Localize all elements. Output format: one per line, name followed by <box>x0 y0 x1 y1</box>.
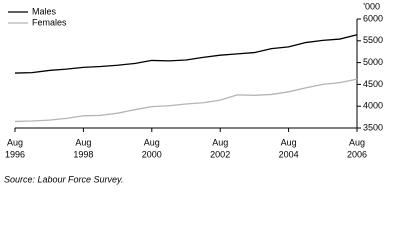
x-tick-label: Aug <box>144 137 160 147</box>
legend-label: Females <box>32 17 67 27</box>
x-tick-label: Aug <box>75 137 91 147</box>
x-tick-label: 1996 <box>5 149 25 159</box>
y-tick-label: 5000 <box>363 57 383 67</box>
source-note: Source: Labour Force Survey. <box>4 174 123 184</box>
x-tick-label: 2000 <box>142 149 162 159</box>
x-tick-label: 2004 <box>279 149 299 159</box>
series-line <box>14 34 358 74</box>
x-tick-label: Aug <box>7 137 23 147</box>
x-tick-label: Aug <box>349 137 365 147</box>
y-tick-label: 4500 <box>363 79 383 89</box>
x-tick-label: Aug <box>212 137 228 147</box>
chart: '000 Source: Labour Force Survey. 3500 40… <box>4 1 383 184</box>
y-tick-label: 4000 <box>363 101 383 111</box>
unit-label: '000 <box>363 1 380 11</box>
y-tick-label: 3500 <box>363 122 383 132</box>
series-line <box>14 78 358 123</box>
y-tick-label: 5500 <box>363 35 383 45</box>
x-tick-label: Aug <box>281 137 297 147</box>
x-tick-label: 1998 <box>73 149 93 159</box>
x-tick-label: 2002 <box>210 149 230 159</box>
x-tick-label: 2006 <box>347 149 367 159</box>
y-tick-label: 6000 <box>363 13 383 23</box>
legend-label: Males <box>32 6 57 16</box>
